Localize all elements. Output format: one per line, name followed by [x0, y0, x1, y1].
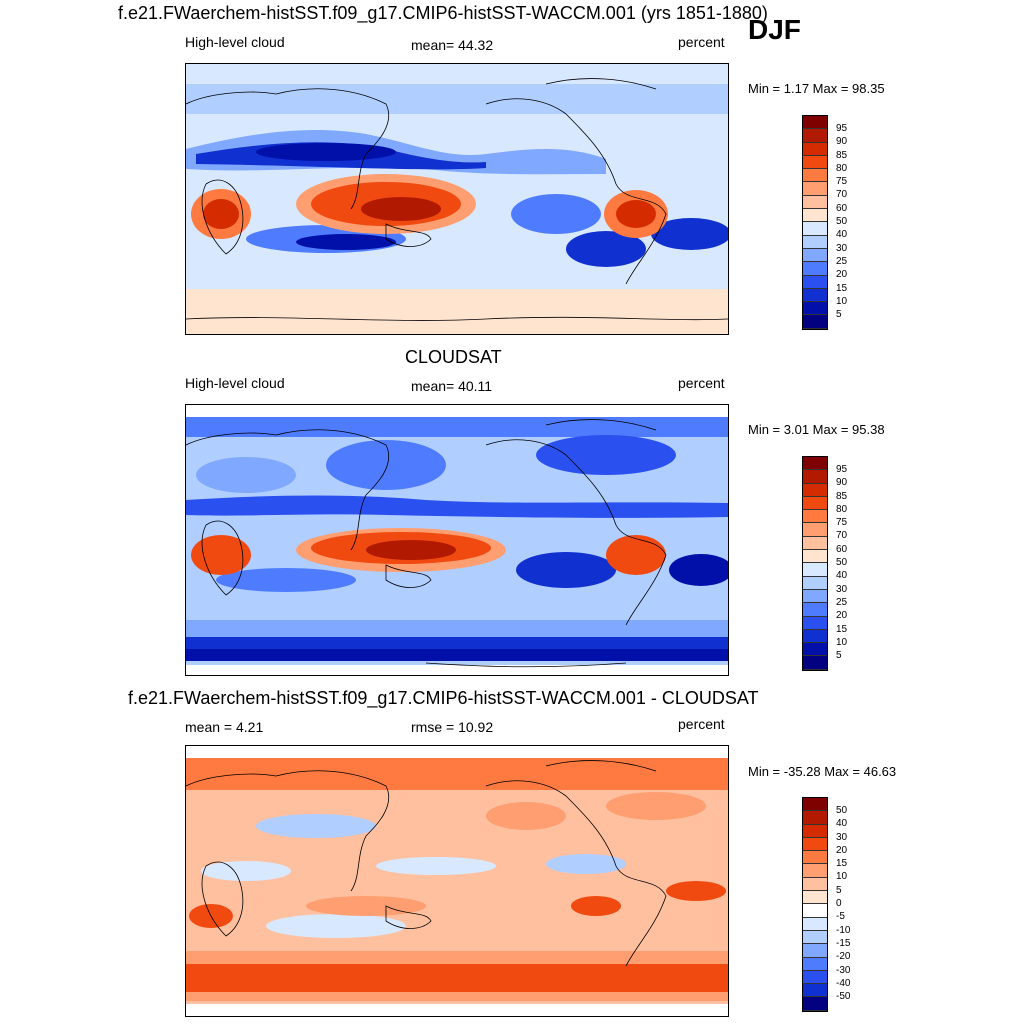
cb-tick: -30 — [836, 964, 851, 976]
cb-tick: 5 — [836, 650, 842, 662]
cb-tick: 5 — [836, 309, 842, 321]
cb-tick: -5 — [836, 911, 845, 923]
cb-tick: 10 — [836, 636, 848, 648]
panel2-mean: mean= 40.11 — [411, 378, 493, 394]
cb-tick: -10 — [836, 924, 851, 936]
cb-tick: 5 — [836, 884, 842, 896]
cb-tick: 40 — [836, 229, 848, 241]
panel3-mean: mean = 4.21 — [185, 719, 264, 735]
panel3-units: percent — [678, 716, 725, 732]
panel2-minmax: Min = 3.01 Max = 95.38 — [748, 422, 885, 437]
cb-tick: -50 — [836, 991, 851, 1003]
cb-tick: 20 — [836, 610, 848, 622]
cb-tick: 70 — [836, 189, 848, 201]
panel1-title: f.e21.FWaerchem-histSST.f09_g17.CMIP6-hi… — [118, 3, 768, 23]
panel3-title: f.e21.FWaerchem-histSST.f09_g17.CMIP6-hi… — [128, 688, 759, 708]
panel1-colorbar — [802, 115, 828, 330]
cb-tick: 30 — [836, 242, 848, 254]
cb-tick: 10 — [836, 871, 848, 883]
cb-tick: 15 — [836, 623, 848, 635]
cb-tick: 95 — [836, 464, 848, 475]
panel1-units: percent — [678, 34, 725, 50]
panel3-colorbar — [802, 797, 828, 1012]
panel3-rmse: rmse = 10.92 — [411, 719, 494, 735]
cb-tick: 25 — [836, 596, 848, 608]
cb-tick: 70 — [836, 530, 848, 542]
cb-tick: 20 — [836, 844, 848, 856]
panel1-minmax: Min = 1.17 Max = 98.35 — [748, 81, 885, 96]
cb-tick: 85 — [836, 490, 848, 502]
panel3-minmax: Min = -35.28 Max = 46.63 — [748, 764, 897, 779]
cb-tick: 40 — [836, 818, 848, 830]
cb-tick: 90 — [836, 477, 848, 489]
cb-tick: -20 — [836, 951, 851, 963]
panel3-colorbar-ticks: 50 40 30 20 15 10 5 0 -5 -10 -15 -20 -30… — [836, 804, 850, 1003]
cb-tick: 30 — [836, 583, 848, 595]
panel1-left-label: High-level cloud — [185, 34, 285, 50]
cb-tick: 90 — [836, 136, 848, 148]
panel2-left-label: High-level cloud — [185, 375, 285, 391]
panel1-map — [185, 63, 729, 335]
cb-tick: 60 — [836, 543, 848, 555]
cb-tick: 50 — [836, 557, 848, 569]
season-label: DJF — [748, 14, 801, 45]
cb-tick: 30 — [836, 831, 848, 843]
panel2-colorbar — [802, 456, 828, 671]
cb-tick: -40 — [836, 977, 851, 989]
cb-tick: 75 — [836, 176, 848, 188]
panel2-map — [185, 404, 729, 676]
panel1-mean: mean= 44.32 — [411, 37, 494, 53]
cb-tick: 15 — [836, 858, 848, 870]
cb-tick: 75 — [836, 517, 848, 529]
cb-tick: 20 — [836, 269, 848, 281]
cb-tick: 40 — [836, 570, 848, 582]
cb-tick: 95 — [836, 123, 848, 134]
cb-tick: 50 — [836, 216, 848, 228]
cb-tick: 15 — [836, 282, 848, 294]
cb-tick: 60 — [836, 202, 848, 214]
panel3-map — [185, 745, 729, 1017]
cb-tick: 85 — [836, 149, 848, 161]
panel2-title: CLOUDSAT — [405, 347, 502, 367]
cb-tick: -15 — [836, 937, 851, 949]
panel2-colorbar-ticks: 95 90 85 80 75 70 60 50 40 30 25 20 15 1… — [836, 463, 847, 662]
panel1-colorbar-ticks: 95 90 85 80 75 70 60 50 40 30 25 20 15 1… — [836, 122, 847, 321]
cb-tick: 10 — [836, 295, 848, 307]
cb-tick: 25 — [836, 255, 848, 267]
cb-tick: 0 — [836, 898, 842, 910]
panel2-units: percent — [678, 375, 725, 391]
cb-tick: 80 — [836, 503, 848, 515]
cb-tick: 80 — [836, 162, 848, 174]
cb-tick: 50 — [836, 805, 848, 816]
